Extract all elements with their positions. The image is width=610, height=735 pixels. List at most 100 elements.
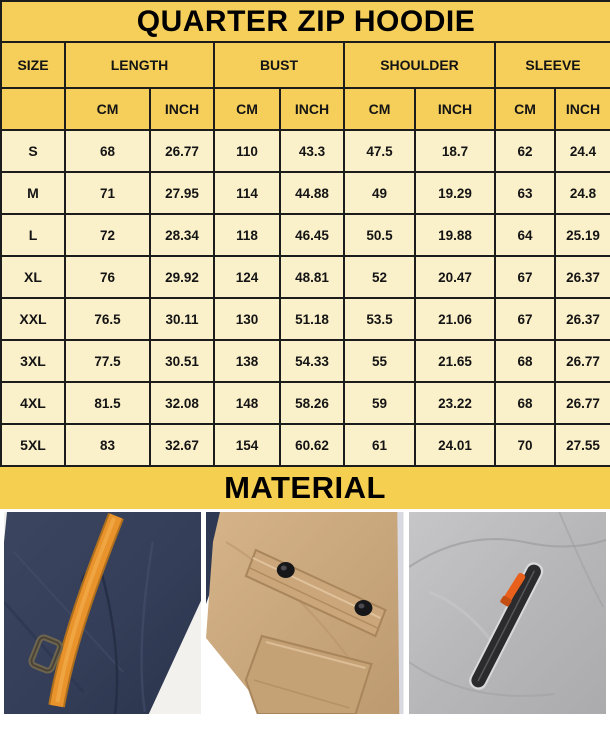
navy-fleece-illustration xyxy=(4,512,202,714)
size-table-body: S 68 26.77 110 43.3 47.5 18.7 62 24.4 M 71 27.95 114… xyxy=(0,129,610,467)
unit-header-inch: INCH xyxy=(279,87,345,131)
measurement-cell: 58.26 xyxy=(279,381,345,425)
unit-header-cm: CM xyxy=(494,87,556,131)
measurement-cell: 29.92 xyxy=(149,255,215,299)
measurement-cell: 49 xyxy=(343,171,416,215)
column-header-shoulder: SHOULDER xyxy=(343,41,496,89)
measurement-cell: 20.47 xyxy=(414,255,496,299)
measurement-cell: 72 xyxy=(64,213,151,257)
units-row: CM INCH CM INCH CM INCH CM INCH xyxy=(0,87,610,131)
measurement-cell: 68 xyxy=(494,381,556,425)
measurement-cell: 52 xyxy=(343,255,416,299)
unit-header-inch: INCH xyxy=(414,87,496,131)
unit-header-cm: CM xyxy=(64,87,151,131)
measurement-cell: 24.01 xyxy=(414,423,496,467)
measurement-cell: 148 xyxy=(213,381,281,425)
measurement-cell: 30.11 xyxy=(149,297,215,341)
unit-header-cm: CM xyxy=(343,87,416,131)
zipper-pull xyxy=(500,572,525,607)
size-label-cell: 4XL xyxy=(0,381,66,425)
measurement-cell: 46.45 xyxy=(279,213,345,257)
measurement-cell: 19.29 xyxy=(414,171,496,215)
measurement-cell: 55 xyxy=(343,339,416,383)
measurement-cell: 64 xyxy=(494,213,556,257)
table-row: L 72 28.34 118 46.45 50.5 19.88 64 25.19 xyxy=(0,213,610,257)
measurement-cell: 154 xyxy=(213,423,281,467)
size-label-cell: XL xyxy=(0,255,66,299)
measurement-cell: 124 xyxy=(213,255,281,299)
measurement-cell: 26.77 xyxy=(149,129,215,173)
khaki-pocket-illustration xyxy=(206,512,404,714)
measurement-cell: 59 xyxy=(343,381,416,425)
measurement-cell: 114 xyxy=(213,171,281,215)
size-label-cell: 5XL xyxy=(0,423,66,467)
measurement-cell: 32.08 xyxy=(149,381,215,425)
column-group-row: SIZE LENGTH BUST SHOULDER SLEEVE xyxy=(0,41,610,89)
strap-buckle xyxy=(28,634,63,674)
measurement-cell: 28.34 xyxy=(149,213,215,257)
measurement-cell: 76 xyxy=(64,255,151,299)
measurement-cell: 54.33 xyxy=(279,339,345,383)
measurement-cell: 83 xyxy=(64,423,151,467)
measurement-cell: 68 xyxy=(64,129,151,173)
material-photos xyxy=(0,509,610,714)
measurement-cell: 24.4 xyxy=(553,129,610,173)
measurement-cell: 18.7 xyxy=(414,129,496,173)
zipper xyxy=(468,562,543,690)
measurement-cell: 76.5 xyxy=(64,297,151,341)
measurement-cell: 118 xyxy=(213,213,281,257)
measurement-cell: 71 xyxy=(64,171,151,215)
measurement-cell: 70 xyxy=(494,423,556,467)
size-label-cell: L xyxy=(0,213,66,257)
measurement-cell: 62 xyxy=(494,129,556,173)
measurement-cell: 67 xyxy=(494,297,556,341)
navy-fleece-with-orange-strap-photo xyxy=(4,512,202,714)
measurement-cell: 27.95 xyxy=(149,171,215,215)
measurement-cell: 48.81 xyxy=(279,255,345,299)
gray-fleece-zipper-pocket-photo xyxy=(408,512,606,714)
measurement-cell: 110 xyxy=(213,129,281,173)
table-row: XXL 76.5 30.11 130 51.18 53.5 21.06 67 26.37 xyxy=(0,297,610,341)
measurement-cell: 44.88 xyxy=(279,171,345,215)
table-row: M 71 27.95 114 44.88 49 19.29 63 24.8 xyxy=(0,171,610,215)
measurement-cell: 77.5 xyxy=(64,339,151,383)
measurement-cell: 53.5 xyxy=(343,297,416,341)
measurement-cell: 21.65 xyxy=(414,339,496,383)
measurement-cell: 23.22 xyxy=(414,381,496,425)
measurement-cell: 130 xyxy=(213,297,281,341)
column-header-sleeve: SLEEVE xyxy=(493,41,610,89)
table-row: 4XL 81.5 32.08 148 58.26 59 23.22 68 26.77 xyxy=(0,381,610,425)
table-row: S 68 26.77 110 43.3 47.5 18.7 62 24.4 xyxy=(0,129,610,173)
measurement-cell: 81.5 xyxy=(64,381,151,425)
measurement-cell: 50.5 xyxy=(343,213,416,257)
measurement-cell: 43.3 xyxy=(279,129,345,173)
measurement-cell: 63 xyxy=(494,171,556,215)
measurement-cell: 68 xyxy=(494,339,556,383)
gray-zipper-illustration xyxy=(408,512,606,714)
table-row: 5XL 83 32.67 154 60.62 61 24.01 70 27.55 xyxy=(0,423,610,467)
measurement-cell: 27.55 xyxy=(553,423,610,467)
size-label-cell: S xyxy=(0,129,66,173)
pocket-body xyxy=(245,634,374,714)
size-chart-table: QUARTER ZIP HOODIE SIZE LENGTH BUST SHOU… xyxy=(0,0,610,467)
size-label-cell: M xyxy=(0,171,66,215)
measurement-cell: 24.8 xyxy=(553,171,610,215)
measurement-cell: 47.5 xyxy=(343,129,416,173)
material-heading: MATERIAL xyxy=(0,467,610,509)
measurement-cell: 21.06 xyxy=(414,297,496,341)
measurement-cell: 67 xyxy=(494,255,556,299)
size-label-cell: 3XL xyxy=(0,339,66,383)
column-header-size: SIZE xyxy=(0,41,66,89)
measurement-cell: 26.37 xyxy=(553,255,610,299)
unit-header-inch: INCH xyxy=(553,87,610,131)
table-row: XL 76 29.92 124 48.81 52 20.47 67 26.37 xyxy=(0,255,610,299)
title-row: QUARTER ZIP HOODIE xyxy=(0,0,610,43)
measurement-cell: 26.37 xyxy=(553,297,610,341)
measurement-cell: 26.77 xyxy=(553,339,610,383)
measurement-cell: 51.18 xyxy=(279,297,345,341)
measurement-cell: 60.62 xyxy=(279,423,345,467)
column-header-bust: BUST xyxy=(213,41,345,89)
measurement-cell: 25.19 xyxy=(553,213,610,257)
size-label-cell: XXL xyxy=(0,297,66,341)
